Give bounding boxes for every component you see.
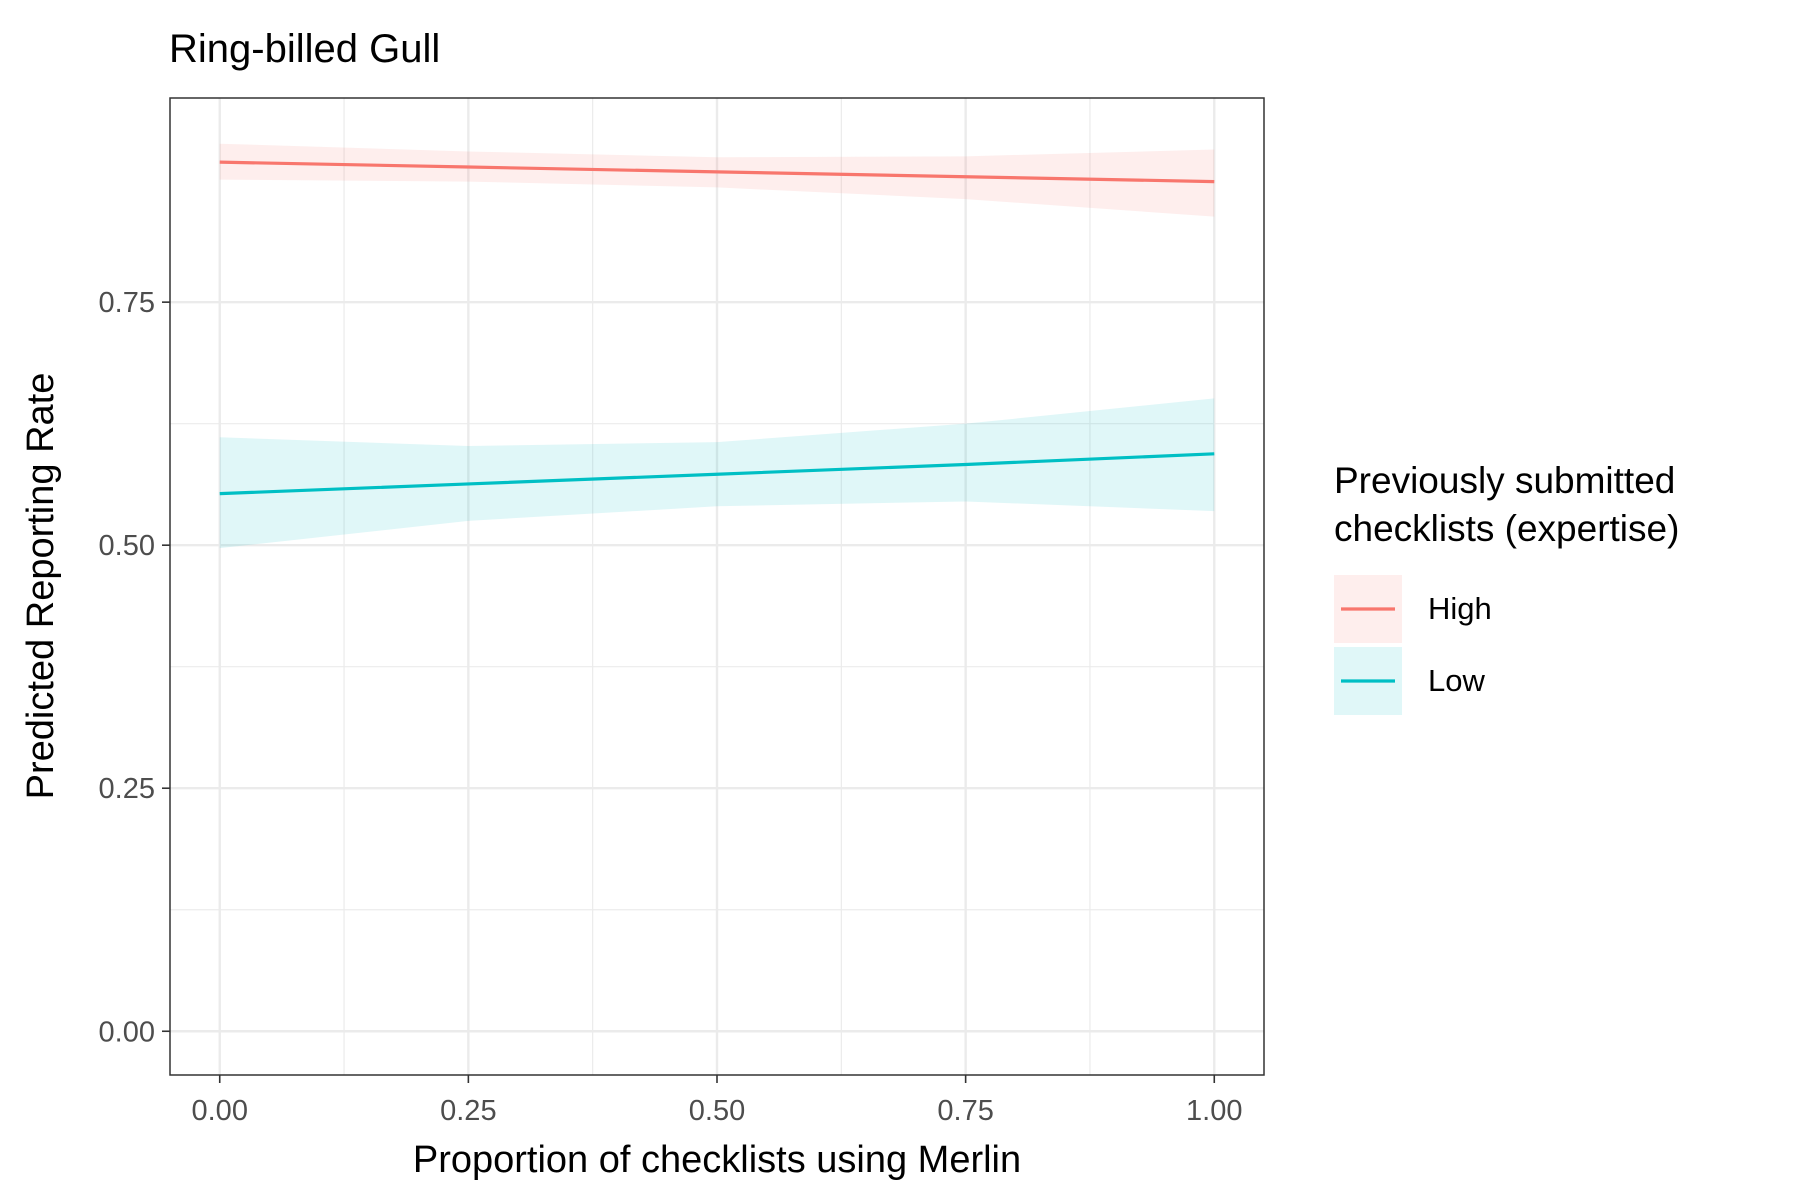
ribbon-high (219, 143, 1215, 217)
legend-title-line-1: Previously submitted (1334, 460, 1675, 501)
y-axis: 0.00 0.25 0.50 0.75 (99, 287, 170, 1048)
legend-keys: High Low (1334, 575, 1492, 715)
y-tick-label: 0.75 (99, 287, 155, 319)
series-lines (219, 160, 1215, 496)
x-tick-label: 0.00 (192, 1095, 248, 1127)
legend-item-low: Low (1334, 647, 1485, 715)
line-high (219, 160, 1215, 184)
legend-label: Low (1428, 663, 1485, 698)
x-axis: 0.00 0.25 0.50 0.75 1.00 (192, 1075, 1242, 1127)
grid-major (170, 98, 1264, 1075)
legend: Previously submitted checklists (experti… (1334, 460, 1679, 715)
y-tick-label: 0.00 (99, 1016, 155, 1048)
y-axis-title: Predicted Reporting Rate (20, 373, 62, 800)
plot-area (169, 97, 1265, 1076)
x-tick-label: 1.00 (1186, 1095, 1242, 1127)
y-tick-label: 0.25 (99, 773, 155, 805)
x-tick-label: 0.25 (440, 1095, 496, 1127)
x-axis-title: Proportion of checklists using Merlin (413, 1139, 1021, 1181)
x-tick-label: 0.75 (937, 1095, 993, 1127)
legend-item-high: High (1334, 575, 1492, 643)
legend-label: High (1428, 591, 1492, 626)
chart-title: Ring-billed Gull (169, 27, 440, 71)
line-low (219, 452, 1215, 496)
x-tick-label: 0.50 (689, 1095, 745, 1127)
legend-title-line-2: checklists (expertise) (1334, 508, 1679, 549)
y-tick-label: 0.50 (99, 530, 155, 562)
